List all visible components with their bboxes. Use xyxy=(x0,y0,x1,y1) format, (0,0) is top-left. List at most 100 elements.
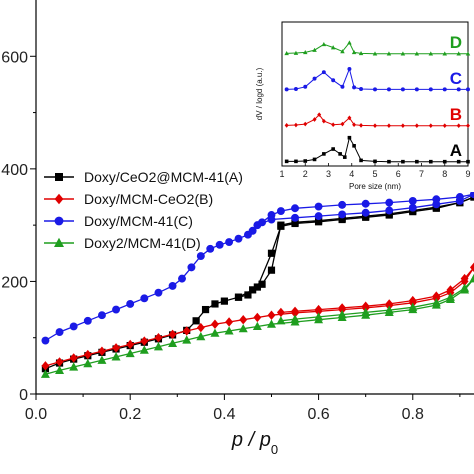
data-point xyxy=(432,291,441,301)
x-tick-label: 0.6 xyxy=(307,406,329,423)
inset-line xyxy=(286,41,468,55)
data-point xyxy=(267,211,276,219)
data-point xyxy=(196,322,205,333)
data-point xyxy=(408,196,417,205)
data-point xyxy=(314,202,323,211)
data-point xyxy=(267,310,276,320)
inset-data-point xyxy=(294,159,298,164)
data-point xyxy=(291,213,299,222)
data-point xyxy=(234,293,243,301)
data-point xyxy=(234,234,243,243)
inset-data-point xyxy=(352,122,357,128)
data-point xyxy=(83,358,93,368)
inset-data-point xyxy=(429,159,433,164)
x-tick-label: 0.2 xyxy=(119,406,141,423)
inset-x-tick-label: 8 xyxy=(442,169,447,179)
data-point xyxy=(178,274,186,283)
series-triangle xyxy=(40,273,474,378)
data-point xyxy=(196,252,205,261)
data-point xyxy=(432,195,441,204)
legend-marker xyxy=(55,173,63,181)
data-point xyxy=(154,288,163,297)
data-point xyxy=(239,315,248,325)
data-point xyxy=(40,369,50,378)
inset-x-tick-label: 2 xyxy=(303,169,308,179)
data-point xyxy=(111,352,121,361)
data-point xyxy=(408,203,417,212)
inset-data-point xyxy=(414,51,420,56)
inset-data-point xyxy=(428,51,434,56)
data-point xyxy=(258,280,266,288)
inset-data-point xyxy=(331,78,336,83)
data-point xyxy=(267,249,276,257)
data-point xyxy=(126,299,135,308)
inset-data-point xyxy=(428,87,433,92)
data-point xyxy=(258,218,267,227)
inset-data-point xyxy=(284,51,289,56)
inset-data-point xyxy=(312,47,317,52)
data-point xyxy=(249,286,257,294)
inset-data-point xyxy=(303,84,308,89)
data-point xyxy=(362,213,370,221)
inset-data-point xyxy=(400,87,405,92)
inset-data-point xyxy=(414,123,419,129)
data-point xyxy=(445,292,455,301)
inset-letter-D: D xyxy=(450,33,462,52)
x-tick-label: 0.0 xyxy=(25,406,47,423)
inset-data-point xyxy=(372,51,378,56)
legend-marker xyxy=(54,216,64,226)
data-point xyxy=(83,316,92,325)
data-point xyxy=(469,273,474,283)
legend-marker xyxy=(54,237,64,247)
data-point xyxy=(112,343,121,353)
data-point xyxy=(139,345,149,354)
data-point xyxy=(470,190,474,199)
data-point xyxy=(196,331,206,341)
data-point xyxy=(338,210,347,219)
data-point xyxy=(168,329,177,340)
data-point xyxy=(225,238,234,246)
data-point xyxy=(314,218,323,226)
data-point xyxy=(470,262,474,273)
inset-letter-B: B xyxy=(450,105,462,124)
y-tick-label: 400 xyxy=(1,162,28,179)
data-point xyxy=(266,319,276,328)
legend-label: Doxy/MCM-CeO2(B) xyxy=(84,191,213,207)
data-point xyxy=(112,305,121,314)
inset-data-point xyxy=(386,87,391,92)
inset-letter-A: A xyxy=(450,141,462,160)
inset-data-point xyxy=(442,159,447,164)
inset-background xyxy=(250,2,474,192)
inset-data-point xyxy=(312,76,317,81)
series-circle xyxy=(41,190,474,345)
inset-series-D xyxy=(284,40,471,56)
inset-x-tick-label: 6 xyxy=(396,169,401,179)
data-point xyxy=(291,306,299,316)
data-point xyxy=(168,281,177,290)
data-point xyxy=(168,338,178,347)
data-point xyxy=(446,285,455,295)
data-point xyxy=(338,303,347,313)
inset-x-axis-title: Pore size (nm) xyxy=(349,182,401,191)
data-point xyxy=(55,365,65,374)
inset-series-C xyxy=(284,66,470,92)
data-point xyxy=(55,328,64,337)
data-point xyxy=(154,333,163,343)
inset-data-point xyxy=(322,152,326,156)
data-point xyxy=(211,319,219,329)
x-tick-label: 0.8 xyxy=(402,406,424,423)
data-point xyxy=(69,362,79,371)
inset-data-point xyxy=(293,87,298,92)
data-point xyxy=(211,300,219,308)
data-point xyxy=(224,326,234,335)
inset-data-point xyxy=(347,135,352,140)
inset-data-point xyxy=(312,157,317,162)
x-axis-title: p / p0 xyxy=(231,429,278,457)
inset-data-point xyxy=(466,123,470,129)
data-point xyxy=(69,322,78,331)
inset-data-point xyxy=(466,87,470,92)
inset-y-axis-title: dV / logd (a.u.) xyxy=(255,67,264,120)
data-point xyxy=(291,219,299,228)
inset-data-point xyxy=(347,66,352,71)
